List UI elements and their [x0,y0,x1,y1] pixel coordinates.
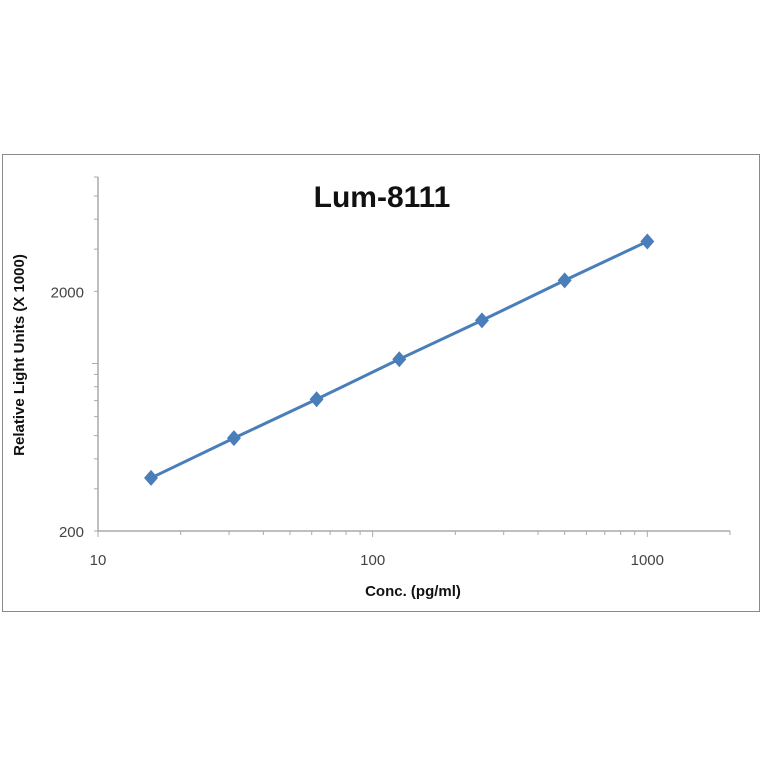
data-point-diamond [144,469,159,486]
data-point-diamond [474,312,489,329]
data-point-diamond [392,351,407,368]
chart-title: Lum-8111 [314,181,451,214]
y-tick-label: 2000 [51,284,84,301]
y-axis-title: Relative Light Units (X 1000) [11,254,28,456]
y-tick-label: 200 [59,524,84,541]
x-tick-label: 100 [360,552,385,569]
x-axis-title: Conc. (pg/ml) [365,583,461,600]
data-point-diamond [640,233,655,250]
data-point-diamond [557,272,572,289]
data-point-diamond [309,391,324,408]
data-point-diamond [226,430,241,447]
x-tick-label: 1000 [631,552,664,569]
chart-frame [2,154,760,612]
x-tick-label: 10 [90,552,107,569]
